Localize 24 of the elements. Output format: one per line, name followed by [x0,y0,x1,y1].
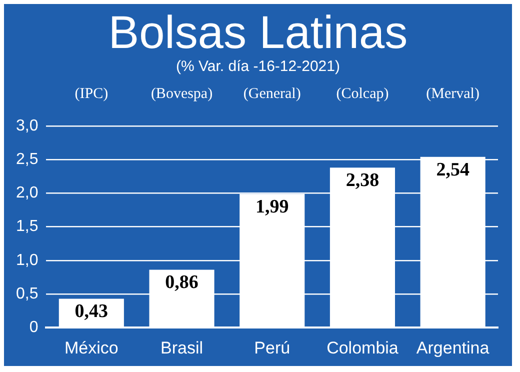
y-tick-label: 1,5 [16,218,38,236]
x-tick-label: Perú [254,338,290,358]
y-tick-label: 2,5 [16,151,38,168]
chart-title: Bolsas Latinas [107,6,409,58]
data-label: 0,86 [165,272,198,294]
text: (Merval) [426,86,480,102]
data-label: 1,99 [255,196,289,218]
x-tick-label: México [64,338,118,358]
data-label: 0,43 [74,301,108,322]
y-tick-label: 3,0 [16,117,38,134]
y-tick-label: 2,0 [16,184,38,202]
y-tick-label: 0 [29,319,38,336]
text: (Bovespa) [150,86,213,102]
x-tick-label: Argentina [416,338,490,358]
data-label: 2,38 [346,170,380,192]
y-tick-label: 1,0 [16,252,38,269]
text: (Colcap) [336,86,389,102]
chart-subtitle: (% Var. día -16-12-2021) [175,58,341,76]
x-tick-label: Brasil [160,338,204,358]
x-tick-label: Colombia [326,338,399,358]
y-tick-label: 0,5 [16,285,38,302]
text: (General) [243,86,301,102]
data-label: 2,54 [436,159,470,180]
text: (IPC) [74,86,108,102]
